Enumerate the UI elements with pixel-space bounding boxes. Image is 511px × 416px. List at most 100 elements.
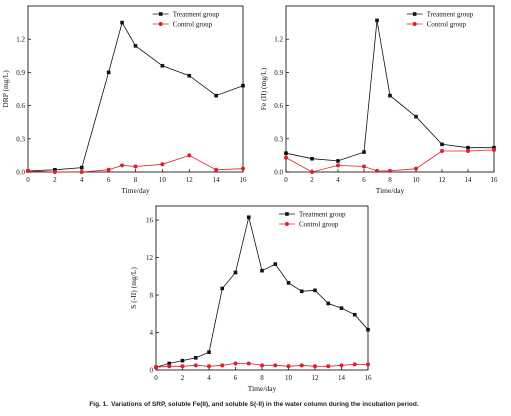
x-tick-label: 8 (260, 374, 264, 382)
y-tick-label: 0.9 (16, 69, 25, 77)
control-point (193, 363, 198, 368)
legend-circle-marker (158, 22, 163, 26)
x-tick-label: 2 (181, 374, 185, 382)
control-point (414, 166, 418, 171)
caption-text: Variations of SRP, soluble Fe(II), and s… (111, 401, 419, 408)
y-tick-label: 16 (146, 217, 154, 225)
x-tick-label: 6 (234, 374, 238, 382)
control-point (220, 363, 225, 368)
legend-circle-marker (284, 222, 289, 226)
treatment-point (106, 70, 111, 75)
treatment-point (466, 145, 470, 150)
legend-label: Control group (173, 21, 213, 29)
y-tick-label: 1.2 (274, 36, 283, 44)
x-tick-label: 16 (240, 176, 248, 184)
control-point (366, 362, 370, 367)
control-point (133, 164, 138, 169)
x-tick-label: 14 (213, 176, 221, 184)
control-point (246, 361, 251, 366)
control-point (284, 155, 288, 160)
control-point (299, 363, 304, 368)
treatment-point (187, 73, 192, 78)
treatment-point (241, 83, 245, 88)
x-tick-label: 14 (338, 374, 346, 382)
x-tick-label: 8 (388, 176, 392, 184)
treatment-point (207, 350, 211, 354)
x-axis-label: Time/day (248, 384, 277, 393)
y-axis-label: Fe (II) (mg/L) (259, 67, 268, 110)
control-point (492, 147, 496, 152)
treatment-point (336, 159, 340, 163)
control-point (233, 361, 238, 366)
x-axis-label: Time/day (376, 186, 405, 195)
treatment-point (352, 312, 357, 317)
treatment-point (53, 167, 57, 172)
treatment-series-line (27, 21, 244, 172)
figure-caption: Fig. 1. Variations of SRP, soluble Fe(II)… (0, 401, 511, 408)
control-point (187, 153, 192, 158)
y-axis-label: DRP (mg/L) (1, 70, 10, 108)
control-point (241, 166, 245, 171)
y-axis-label: S (-II) (mg/L) (129, 267, 138, 309)
control-point (336, 163, 340, 168)
y-tick-label: 0.0 (274, 169, 283, 177)
treatment-point (492, 145, 496, 150)
treatment-point (284, 151, 288, 155)
control-point (273, 363, 278, 368)
x-tick-label: 8 (134, 176, 138, 184)
control-point (26, 168, 30, 173)
legend-square-marker (285, 212, 289, 216)
treatment-point (310, 156, 314, 161)
x-tick-label: 16 (365, 374, 373, 382)
treatment-point (366, 327, 370, 332)
control-point (466, 148, 470, 153)
treatment-point (362, 150, 366, 154)
legend-label: Treatment group (173, 11, 220, 19)
y-tick-label: 12 (146, 254, 154, 262)
x-tick-label: 2 (53, 176, 57, 184)
legend-label: Control group (299, 221, 339, 229)
control-point (440, 148, 444, 153)
control-point (120, 163, 125, 168)
control-point (362, 164, 366, 169)
legend-label: Treatment group (427, 11, 474, 19)
treatment-point (260, 268, 264, 273)
chart-fe: 0 2 4 6 8 10 12 14 16 0.0 0.3 0.6 0.9 1.2 Time/day Fe (… (256, 0, 511, 205)
chart-s-svg: 0 2 4 6 8 10 12 14 16 0 4 8 12 16 Time/day S (-II) (mg/… (129, 205, 373, 393)
y-tick-label: 0.6 (274, 102, 283, 110)
control-point (286, 364, 291, 369)
y-tick-label: 0.6 (16, 102, 25, 110)
control-point (375, 168, 379, 173)
legend-circle-marker (412, 22, 417, 26)
treatment-point (167, 361, 172, 366)
treatment-point (273, 262, 278, 266)
legend-label: Treatment group (299, 211, 346, 219)
x-tick-label: 16 (491, 176, 499, 184)
y-tick-label: 8 (150, 292, 154, 300)
caption-label: Fig. 1. (89, 401, 109, 408)
treatment-point (286, 281, 291, 285)
plot-frame (27, 5, 244, 173)
control-point (207, 364, 211, 369)
treatment-point (133, 44, 138, 48)
chart-fe-svg: 0 2 4 6 8 10 12 14 16 0.0 0.3 0.6 0.9 1.2 Time/day Fe (… (259, 5, 499, 195)
y-tick-label: 0.9 (274, 69, 283, 77)
y-tick-label: 0 (150, 367, 154, 375)
x-tick-label: 0 (284, 176, 288, 184)
x-tick-label: 12 (312, 374, 320, 382)
control-point (167, 364, 172, 369)
control-point (52, 170, 57, 174)
control-point (352, 362, 357, 367)
y-tick-label: 1.2 (16, 36, 25, 44)
x-tick-label: 0 (154, 374, 158, 382)
control-series-line (27, 154, 244, 173)
control-point (260, 363, 264, 368)
control-point (154, 365, 158, 370)
x-tick-label: 6 (362, 176, 366, 184)
legend-square-marker (412, 12, 417, 16)
treatment-point (299, 289, 304, 294)
plot-frame (155, 205, 369, 371)
treatment-point (246, 215, 251, 220)
treatment-point (214, 93, 218, 98)
treatment-point (375, 18, 379, 23)
